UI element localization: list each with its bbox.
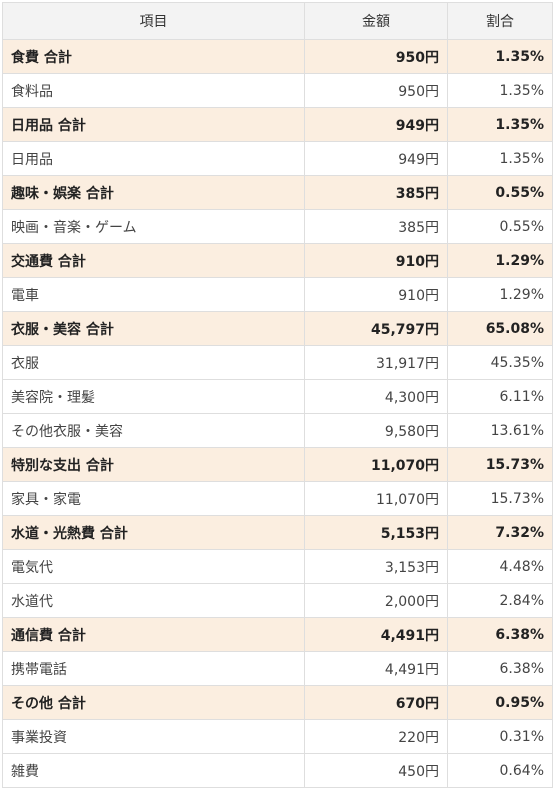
cell-item: 日用品 合計 [2,107,305,142]
header-amount: 金額 [304,2,448,40]
header-ratio: 割合 [447,2,553,40]
cell-ratio: 1.35% [447,107,553,142]
cell-item: 映画・音楽・ゲーム [2,209,305,244]
cell-item: 美容院・理髪 [2,379,305,414]
table-row: その他衣服・美容 9,580円 13.61% [2,413,553,448]
category-total-row: 通信費 合計 4,491円 6.38% [2,617,553,652]
table-row: 雑費 450円 0.64% [2,753,553,788]
cell-ratio: 1.35% [447,141,553,176]
table-row: 水道代 2,000円 2.84% [2,583,553,618]
cell-item: 趣味・娯楽 合計 [2,175,305,210]
header-item: 項目 [2,2,305,40]
cell-ratio: 0.55% [447,209,553,244]
cell-item: 携帯電話 [2,651,305,686]
table-header: 項目 金額 割合 [2,2,553,40]
table-body: 食費 合計 950円 1.35% 食料品 950円 1.35% 日用品 合計 949円 1.35… [2,39,553,788]
cell-item: 事業投資 [2,719,305,754]
cell-ratio: 0.55% [447,175,553,210]
cell-ratio: 1.35% [447,39,553,74]
cell-item: 日用品 [2,141,305,176]
table-row: 電車 910円 1.29% [2,277,553,312]
cell-amount: 3,153円 [304,549,448,584]
table-row: 食料品 950円 1.35% [2,73,553,108]
cell-amount: 4,491円 [304,651,448,686]
cell-ratio: 7.32% [447,515,553,550]
category-total-row: 水道・光熱費 合計 5,153円 7.32% [2,515,553,550]
cell-ratio: 0.64% [447,753,553,788]
cell-amount: 11,070円 [304,447,448,482]
cell-amount: 31,917円 [304,345,448,380]
cell-ratio: 1.29% [447,277,553,312]
cell-item: 特別な支出 合計 [2,447,305,482]
category-total-row: 日用品 合計 949円 1.35% [2,107,553,142]
cell-amount: 385円 [304,175,448,210]
cell-amount: 910円 [304,243,448,278]
table-row: 電気代 3,153円 4.48% [2,549,553,584]
cell-item: 水道代 [2,583,305,618]
cell-ratio: 1.35% [447,73,553,108]
cell-amount: 4,300円 [304,379,448,414]
cell-amount: 45,797円 [304,311,448,346]
category-total-row: 衣服・美容 合計 45,797円 65.08% [2,311,553,346]
cell-item: 雑費 [2,753,305,788]
cell-ratio: 4.48% [447,549,553,584]
category-total-row: その他 合計 670円 0.95% [2,685,553,720]
cell-item: 衣服 [2,345,305,380]
cell-item: その他衣服・美容 [2,413,305,448]
cell-ratio: 2.84% [447,583,553,618]
cell-item: 通信費 合計 [2,617,305,652]
table-row: 映画・音楽・ゲーム 385円 0.55% [2,209,553,244]
cell-ratio: 0.95% [447,685,553,720]
cell-amount: 9,580円 [304,413,448,448]
cell-amount: 950円 [304,39,448,74]
cell-amount: 950円 [304,73,448,108]
cell-amount: 385円 [304,209,448,244]
cell-amount: 910円 [304,277,448,312]
cell-amount: 220円 [304,719,448,754]
cell-item: 交通費 合計 [2,243,305,278]
cell-amount: 2,000円 [304,583,448,618]
cell-ratio: 15.73% [447,447,553,482]
cell-item: その他 合計 [2,685,305,720]
cell-item: 衣服・美容 合計 [2,311,305,346]
category-total-row: 食費 合計 950円 1.35% [2,39,553,74]
cell-item: 家具・家電 [2,481,305,516]
category-total-row: 特別な支出 合計 11,070円 15.73% [2,447,553,482]
expense-table: 項目 金額 割合 食費 合計 950円 1.35% 食料品 950円 1.35% 日用品 合… [2,2,553,788]
cell-amount: 949円 [304,107,448,142]
cell-amount: 949円 [304,141,448,176]
cell-ratio: 6.38% [447,617,553,652]
table-row: 美容院・理髪 4,300円 6.11% [2,379,553,414]
cell-item: 食費 合計 [2,39,305,74]
cell-ratio: 6.38% [447,651,553,686]
cell-ratio: 45.35% [447,345,553,380]
table-row: 携帯電話 4,491円 6.38% [2,651,553,686]
cell-ratio: 65.08% [447,311,553,346]
cell-amount: 5,153円 [304,515,448,550]
table-row: 日用品 949円 1.35% [2,141,553,176]
category-total-row: 趣味・娯楽 合計 385円 0.55% [2,175,553,210]
table-row: 事業投資 220円 0.31% [2,719,553,754]
cell-item: 電車 [2,277,305,312]
cell-amount: 4,491円 [304,617,448,652]
cell-ratio: 6.11% [447,379,553,414]
table-row: 衣服 31,917円 45.35% [2,345,553,380]
cell-amount: 450円 [304,753,448,788]
cell-ratio: 0.31% [447,719,553,754]
cell-ratio: 15.73% [447,481,553,516]
cell-amount: 670円 [304,685,448,720]
cell-amount: 11,070円 [304,481,448,516]
cell-ratio: 1.29% [447,243,553,278]
cell-ratio: 13.61% [447,413,553,448]
category-total-row: 交通費 合計 910円 1.29% [2,243,553,278]
cell-item: 電気代 [2,549,305,584]
cell-item: 食料品 [2,73,305,108]
cell-item: 水道・光熱費 合計 [2,515,305,550]
header-row: 項目 金額 割合 [2,2,553,40]
table-row: 家具・家電 11,070円 15.73% [2,481,553,516]
